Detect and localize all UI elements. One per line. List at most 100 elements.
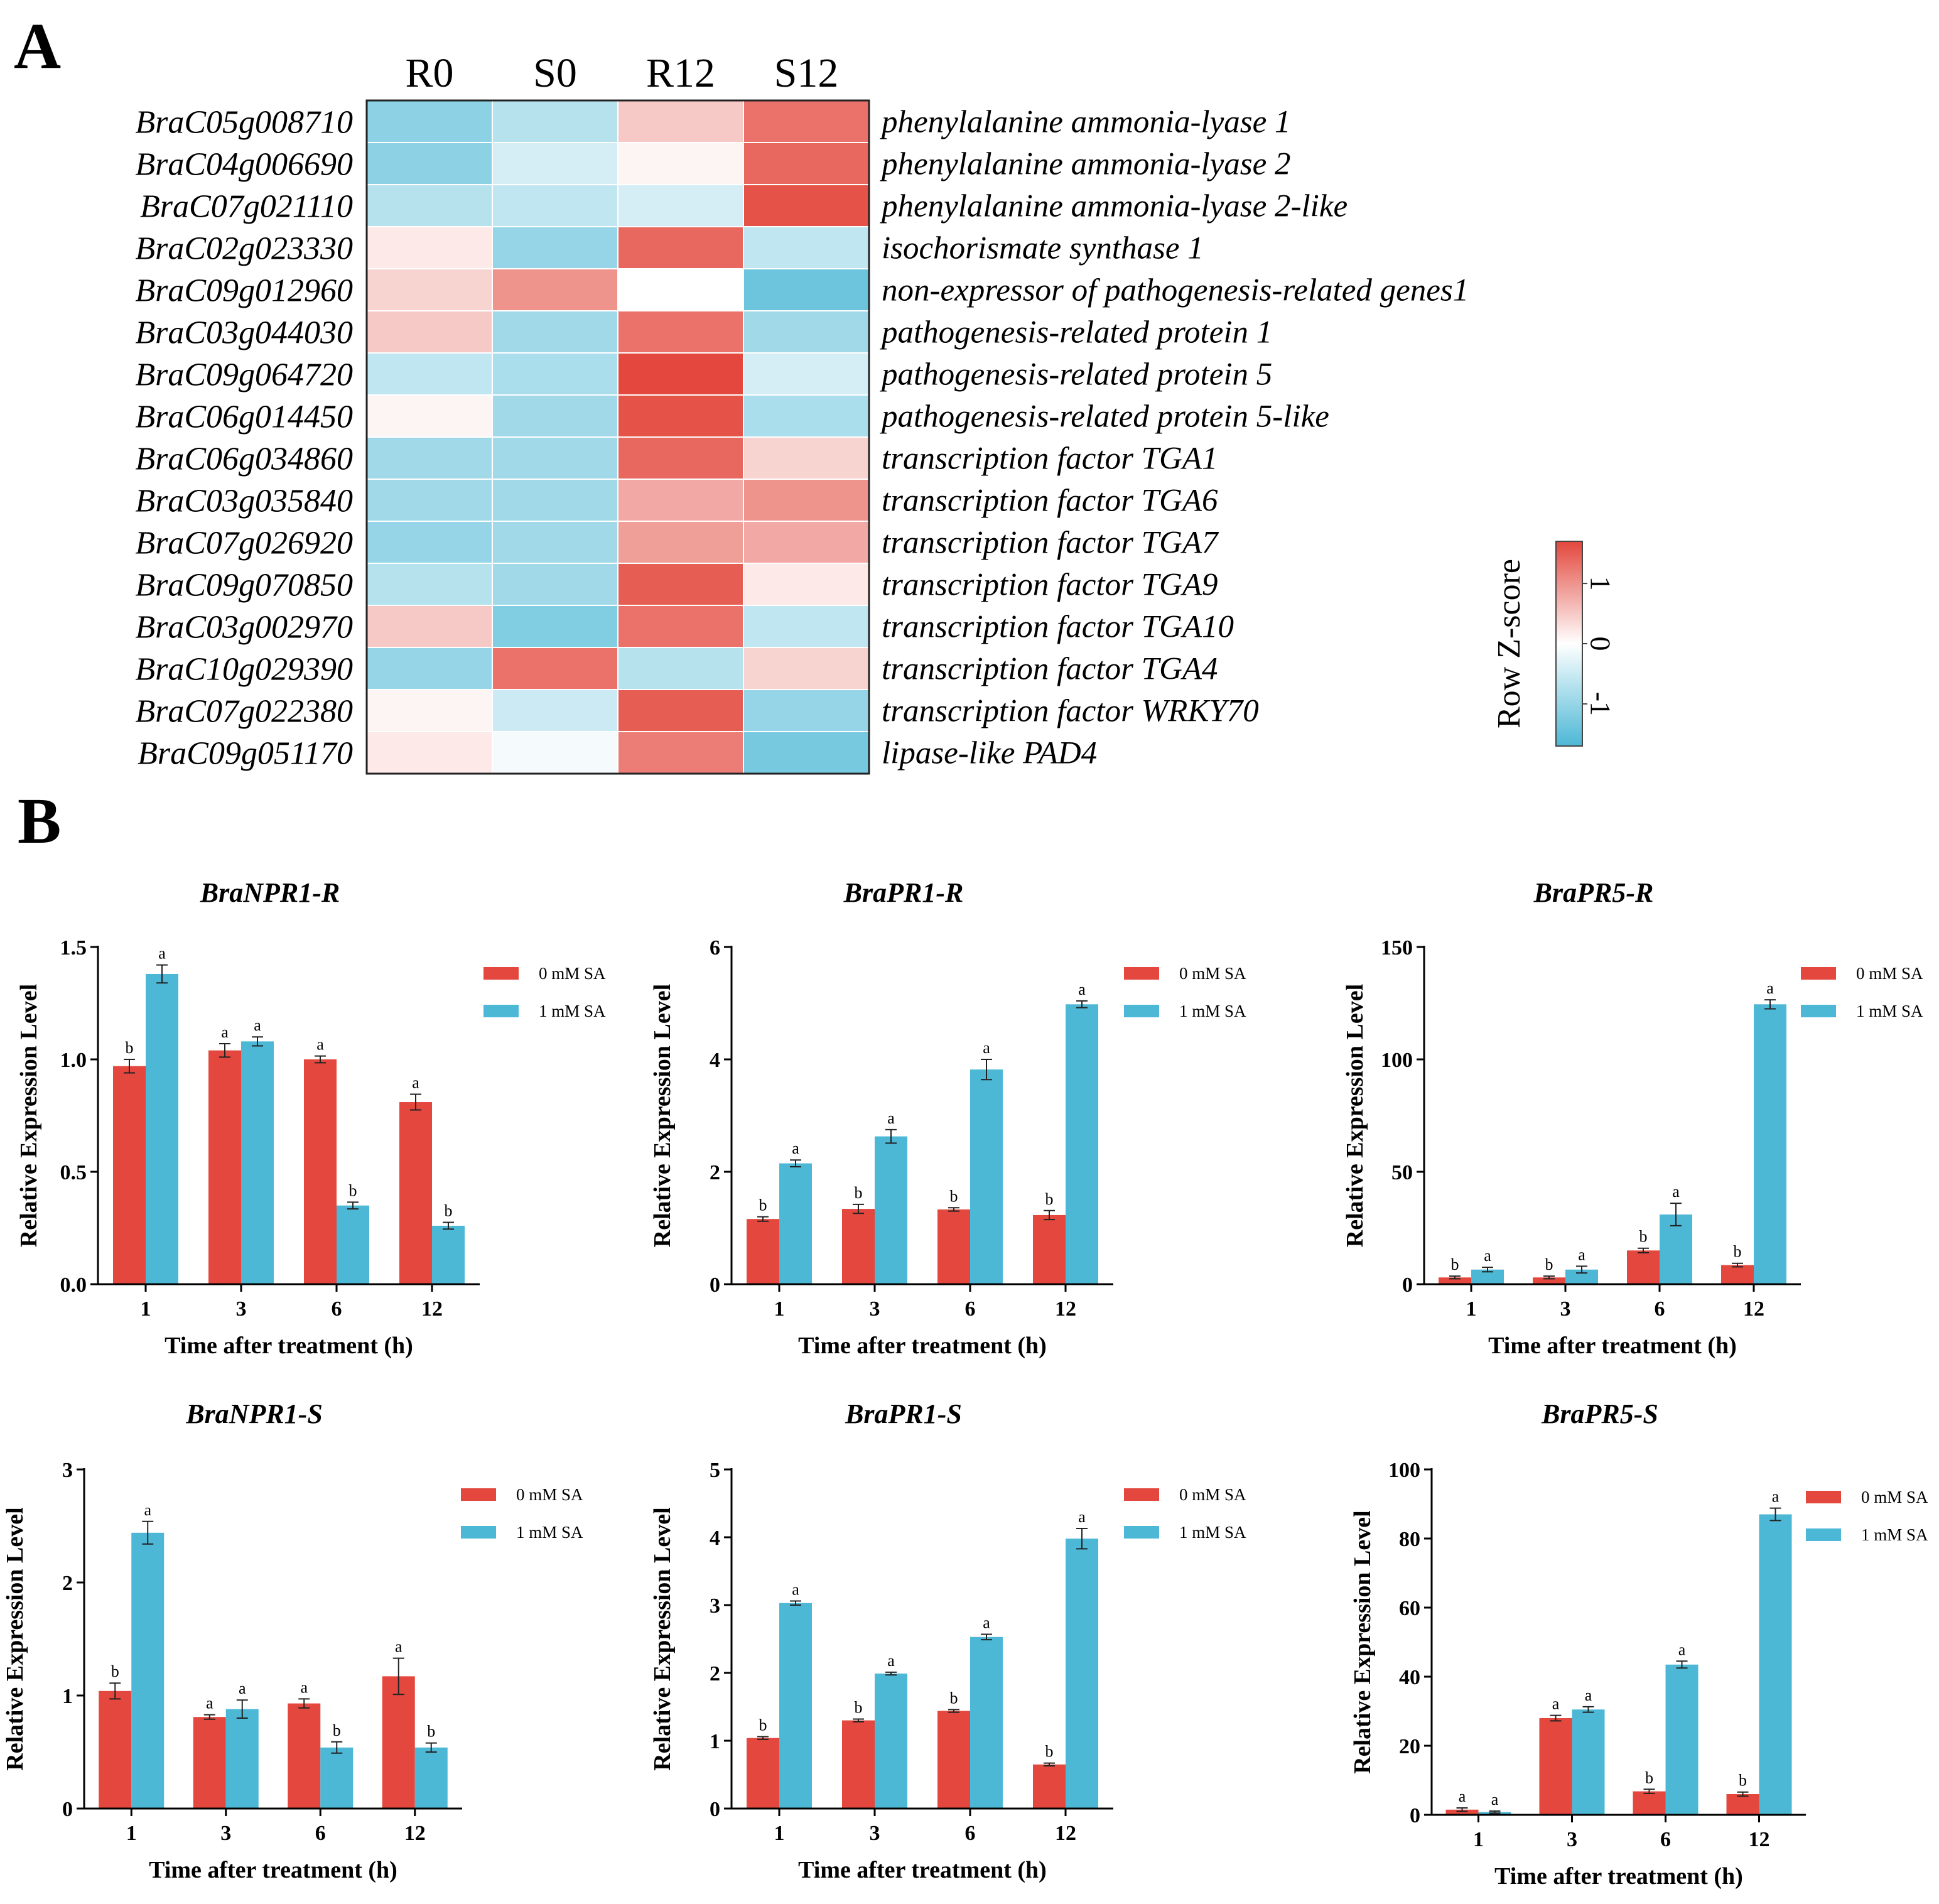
bar — [747, 1219, 779, 1284]
bar — [131, 1532, 165, 1809]
y-tick-label: 150 — [1381, 936, 1413, 960]
heatmap-cell — [743, 226, 870, 269]
bar — [208, 1050, 241, 1284]
significance-label: b — [349, 1181, 357, 1199]
significance-label: a — [1766, 979, 1774, 997]
significance-label: b — [1045, 1743, 1054, 1761]
colorbar-tick-label: 1 — [1584, 576, 1616, 591]
y-tick-label: 2 — [62, 1572, 73, 1595]
heatmap-row-label: BraC09g064720 — [135, 357, 353, 393]
bar — [113, 1066, 146, 1284]
y-tick-label: 1.0 — [60, 1049, 87, 1072]
y-axis-title: Relative Expression Level — [649, 984, 676, 1247]
bar — [1627, 1250, 1660, 1284]
heatmap-cell — [617, 226, 744, 269]
significance-label: b — [1639, 1228, 1648, 1246]
bar — [99, 1690, 132, 1809]
heatmap-cell — [743, 731, 870, 774]
y-tick-label: 60 — [1399, 1597, 1420, 1620]
heatmap-cell — [617, 521, 744, 564]
heatmap-row-description: pathogenesis-related protein 5-like — [880, 399, 1329, 435]
significance-label: b — [333, 1721, 341, 1739]
y-tick-label: 0 — [710, 1798, 720, 1821]
bar — [1066, 1539, 1098, 1809]
heatmap-cell — [617, 184, 744, 227]
heatmap-cell — [617, 268, 744, 311]
heatmap-row-label: BraC04g006690 — [135, 147, 353, 183]
y-tick-label: 4 — [710, 1049, 720, 1072]
bar — [304, 1059, 337, 1284]
heatmap-row-label: BraC07g026920 — [135, 526, 353, 561]
heatmap-cell — [617, 394, 744, 438]
bar — [1471, 1269, 1504, 1284]
heatmap-cell — [617, 436, 744, 480]
bar — [1565, 1269, 1598, 1284]
heatmap-cell — [617, 310, 744, 354]
chart-title: BraPR5-S — [1541, 1398, 1658, 1429]
x-tick-label: 3 — [1560, 1297, 1571, 1321]
bar — [747, 1738, 779, 1809]
bar-chart: BraNPR1-R b a 1 a a 3 a b 6 a b 12 0.0 0.5 1.0 1.5 Time a… — [16, 877, 606, 1359]
y-tick-label: 100 — [1381, 1049, 1413, 1072]
heatmap-row-label: BraC03g044030 — [135, 315, 353, 351]
bar — [1066, 1004, 1098, 1284]
heatmap-cell — [743, 605, 870, 648]
legend-label: 0 mM SA — [1856, 964, 1923, 983]
bar — [779, 1163, 812, 1284]
heatmap-row-label: BraC09g051170 — [138, 736, 353, 772]
legend-swatch — [1801, 967, 1836, 980]
legend-label: 1 mM SA — [1179, 1523, 1246, 1542]
significance-label: b — [1451, 1255, 1459, 1274]
y-tick-label: 0.0 — [60, 1274, 87, 1297]
legend-swatch — [1806, 1528, 1841, 1541]
heatmap-row-label: BraC02g023330 — [135, 231, 353, 267]
bar — [320, 1747, 354, 1809]
bar — [1572, 1709, 1605, 1815]
heatmap-cell — [366, 184, 493, 227]
heatmap-cell — [492, 184, 618, 227]
bar — [432, 1225, 465, 1284]
heatmap-cell — [366, 479, 493, 522]
heatmap-row-description: pathogenesis-related protein 1 — [880, 315, 1272, 350]
heatmap-row-description: isochorismate synthase 1 — [882, 231, 1204, 266]
y-axis-title: Relative Expression Level — [1342, 984, 1368, 1247]
bar — [842, 1720, 875, 1809]
heatmap-cell — [617, 605, 744, 648]
heatmap-row-description: transcription factor WRKY70 — [882, 694, 1259, 729]
legend-label: 0 mM SA — [516, 1485, 583, 1504]
significance-label: a — [983, 1613, 990, 1631]
chart-title: BraPR1-R — [843, 877, 964, 908]
significance-label: b — [126, 1039, 134, 1057]
significance-label: a — [395, 1638, 402, 1656]
heatmap-row-label: BraC03g002970 — [135, 610, 353, 646]
x-axis-title: Time after treatment (h) — [165, 1333, 413, 1359]
significance-label: b — [950, 1187, 958, 1205]
heatmap-cell — [492, 689, 618, 732]
bar — [193, 1717, 226, 1809]
y-tick-label: 50 — [1391, 1161, 1413, 1184]
significance-label: a — [792, 1581, 799, 1599]
x-axis-title: Time after treatment (h) — [798, 1333, 1047, 1359]
chart-title: BraNPR1-S — [185, 1398, 323, 1429]
significance-label: a — [1672, 1182, 1680, 1201]
bar — [288, 1703, 321, 1809]
bar — [842, 1209, 875, 1284]
significance-label: b — [759, 1716, 767, 1734]
significance-label: b — [950, 1689, 958, 1707]
x-tick-label: 12 — [1749, 1828, 1770, 1851]
bar — [1721, 1265, 1754, 1284]
heatmap-cell — [492, 521, 618, 564]
significance-label: a — [412, 1073, 419, 1091]
bar — [1445, 1809, 1479, 1815]
significance-label: a — [1772, 1488, 1780, 1506]
heatmap-row-description: phenylalanine ammonia-lyase 1 — [880, 105, 1291, 140]
heatmap-row-label: BraC06g034860 — [135, 441, 353, 477]
y-tick-label: 40 — [1399, 1666, 1420, 1689]
heatmap-cell — [492, 100, 618, 143]
heatmap-column-label: R0 — [405, 50, 453, 96]
significance-label: b — [855, 1184, 863, 1202]
significance-label: a — [1484, 1247, 1491, 1265]
